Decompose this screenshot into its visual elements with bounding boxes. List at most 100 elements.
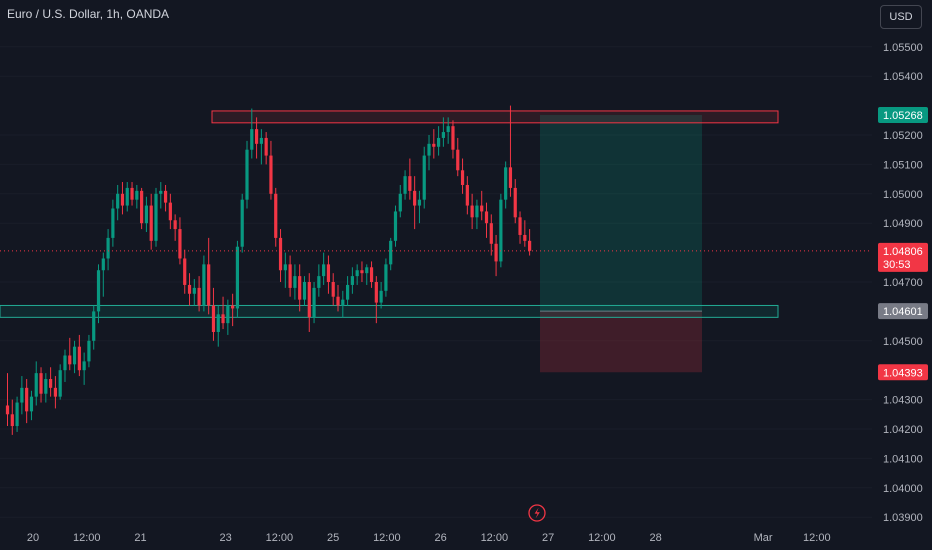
candle — [528, 229, 532, 256]
candle — [322, 252, 326, 285]
candle — [269, 140, 273, 200]
candle — [475, 199, 479, 230]
candle — [149, 193, 153, 250]
candle — [44, 373, 48, 403]
candle — [427, 135, 431, 171]
price-tag: 1.04601 — [878, 303, 928, 320]
time-tick-label: 12:00 — [266, 532, 294, 544]
candle — [513, 179, 517, 224]
position-target-zone — [540, 115, 702, 312]
chart-title: Euro / U.S. Dollar, 1h, OANDA — [7, 7, 170, 21]
candle — [446, 117, 450, 144]
last-price-label: 1.04806 — [883, 246, 923, 258]
candle — [437, 126, 441, 156]
candle — [341, 290, 345, 318]
candle — [369, 261, 374, 288]
candle — [5, 373, 10, 427]
candle — [231, 293, 235, 327]
support-zone — [0, 304, 779, 318]
candle — [374, 276, 378, 324]
candle — [432, 129, 436, 159]
candle — [451, 120, 455, 159]
candle — [489, 214, 493, 256]
price-tick-label: 1.04200 — [883, 424, 923, 436]
candle — [326, 255, 331, 294]
candle — [49, 367, 53, 397]
price-tag: 1.04393 — [878, 364, 928, 381]
candle — [317, 264, 321, 297]
price-tick-label: 1.05100 — [883, 159, 923, 171]
position-stop-zone — [540, 311, 702, 373]
candle — [163, 184, 168, 212]
time-tick-label: 12:00 — [803, 532, 831, 544]
candle — [393, 205, 398, 247]
time-tick-label: 12:00 — [588, 532, 616, 544]
candle — [29, 390, 34, 421]
candle — [331, 273, 335, 306]
price-tick-label: 1.05200 — [883, 130, 923, 142]
candle — [360, 261, 364, 282]
time-tick-label: 27 — [542, 532, 554, 544]
candle — [298, 264, 302, 312]
candle — [389, 237, 393, 271]
candle — [245, 140, 249, 209]
candle — [168, 193, 172, 230]
candle — [72, 340, 77, 374]
price-tick-label: 1.04700 — [883, 277, 923, 289]
price-tag-label: 1.04393 — [883, 367, 923, 379]
price-tick-label: 1.05400 — [883, 71, 923, 83]
candle — [116, 184, 120, 221]
candle — [207, 237, 211, 315]
candle — [211, 287, 216, 341]
candle — [259, 129, 263, 165]
candle — [288, 255, 292, 297]
price-tag: 1.05268 — [878, 107, 928, 124]
time-tick-label: 12:00 — [373, 532, 401, 544]
candle — [484, 202, 489, 238]
candle — [183, 249, 187, 294]
time-tick-label: 20 — [27, 532, 39, 544]
candle — [25, 379, 29, 424]
candle — [10, 399, 14, 435]
candle — [111, 199, 115, 247]
candle — [264, 132, 268, 165]
candle — [159, 182, 163, 209]
candle — [125, 182, 129, 212]
time-axis[interactable]: 20 12:00 21 23 12:00 25 12:00 26 12:00 27 12:00 28 M… — [27, 532, 831, 544]
candle — [106, 229, 110, 271]
candle — [15, 396, 19, 432]
candle — [235, 240, 240, 318]
price-axis[interactable]: 1.03900 1.04000 1.04100 1.04200 1.04300 1.045… — [883, 42, 923, 524]
time-tick-label: 28 — [649, 532, 661, 544]
price-tick-label: 1.04500 — [883, 336, 923, 348]
candle — [345, 276, 350, 306]
candle — [518, 211, 522, 244]
price-tag-label: 1.04601 — [883, 306, 923, 318]
time-tick-label: 25 — [327, 532, 339, 544]
price-tick-label: 1.04100 — [883, 453, 923, 465]
candle — [87, 334, 91, 368]
time-tick-label: Mar — [754, 532, 773, 544]
candle — [120, 182, 125, 215]
candle — [240, 193, 244, 253]
candle — [456, 137, 460, 177]
candle — [173, 214, 177, 241]
candle — [384, 258, 388, 297]
candle — [283, 252, 287, 288]
candle — [480, 190, 484, 221]
candle — [140, 187, 144, 230]
candle — [307, 273, 311, 332]
candle — [398, 184, 402, 218]
candle — [197, 276, 201, 312]
candle — [250, 108, 254, 159]
lightning-icon[interactable] — [528, 504, 546, 522]
candle — [413, 176, 417, 230]
price-tick-label: 1.05500 — [883, 42, 923, 54]
candle — [135, 184, 139, 209]
candle — [53, 376, 57, 409]
currency-button[interactable]: USD — [880, 5, 922, 29]
price-tick-label: 1.03900 — [883, 512, 923, 524]
candle — [494, 234, 498, 277]
